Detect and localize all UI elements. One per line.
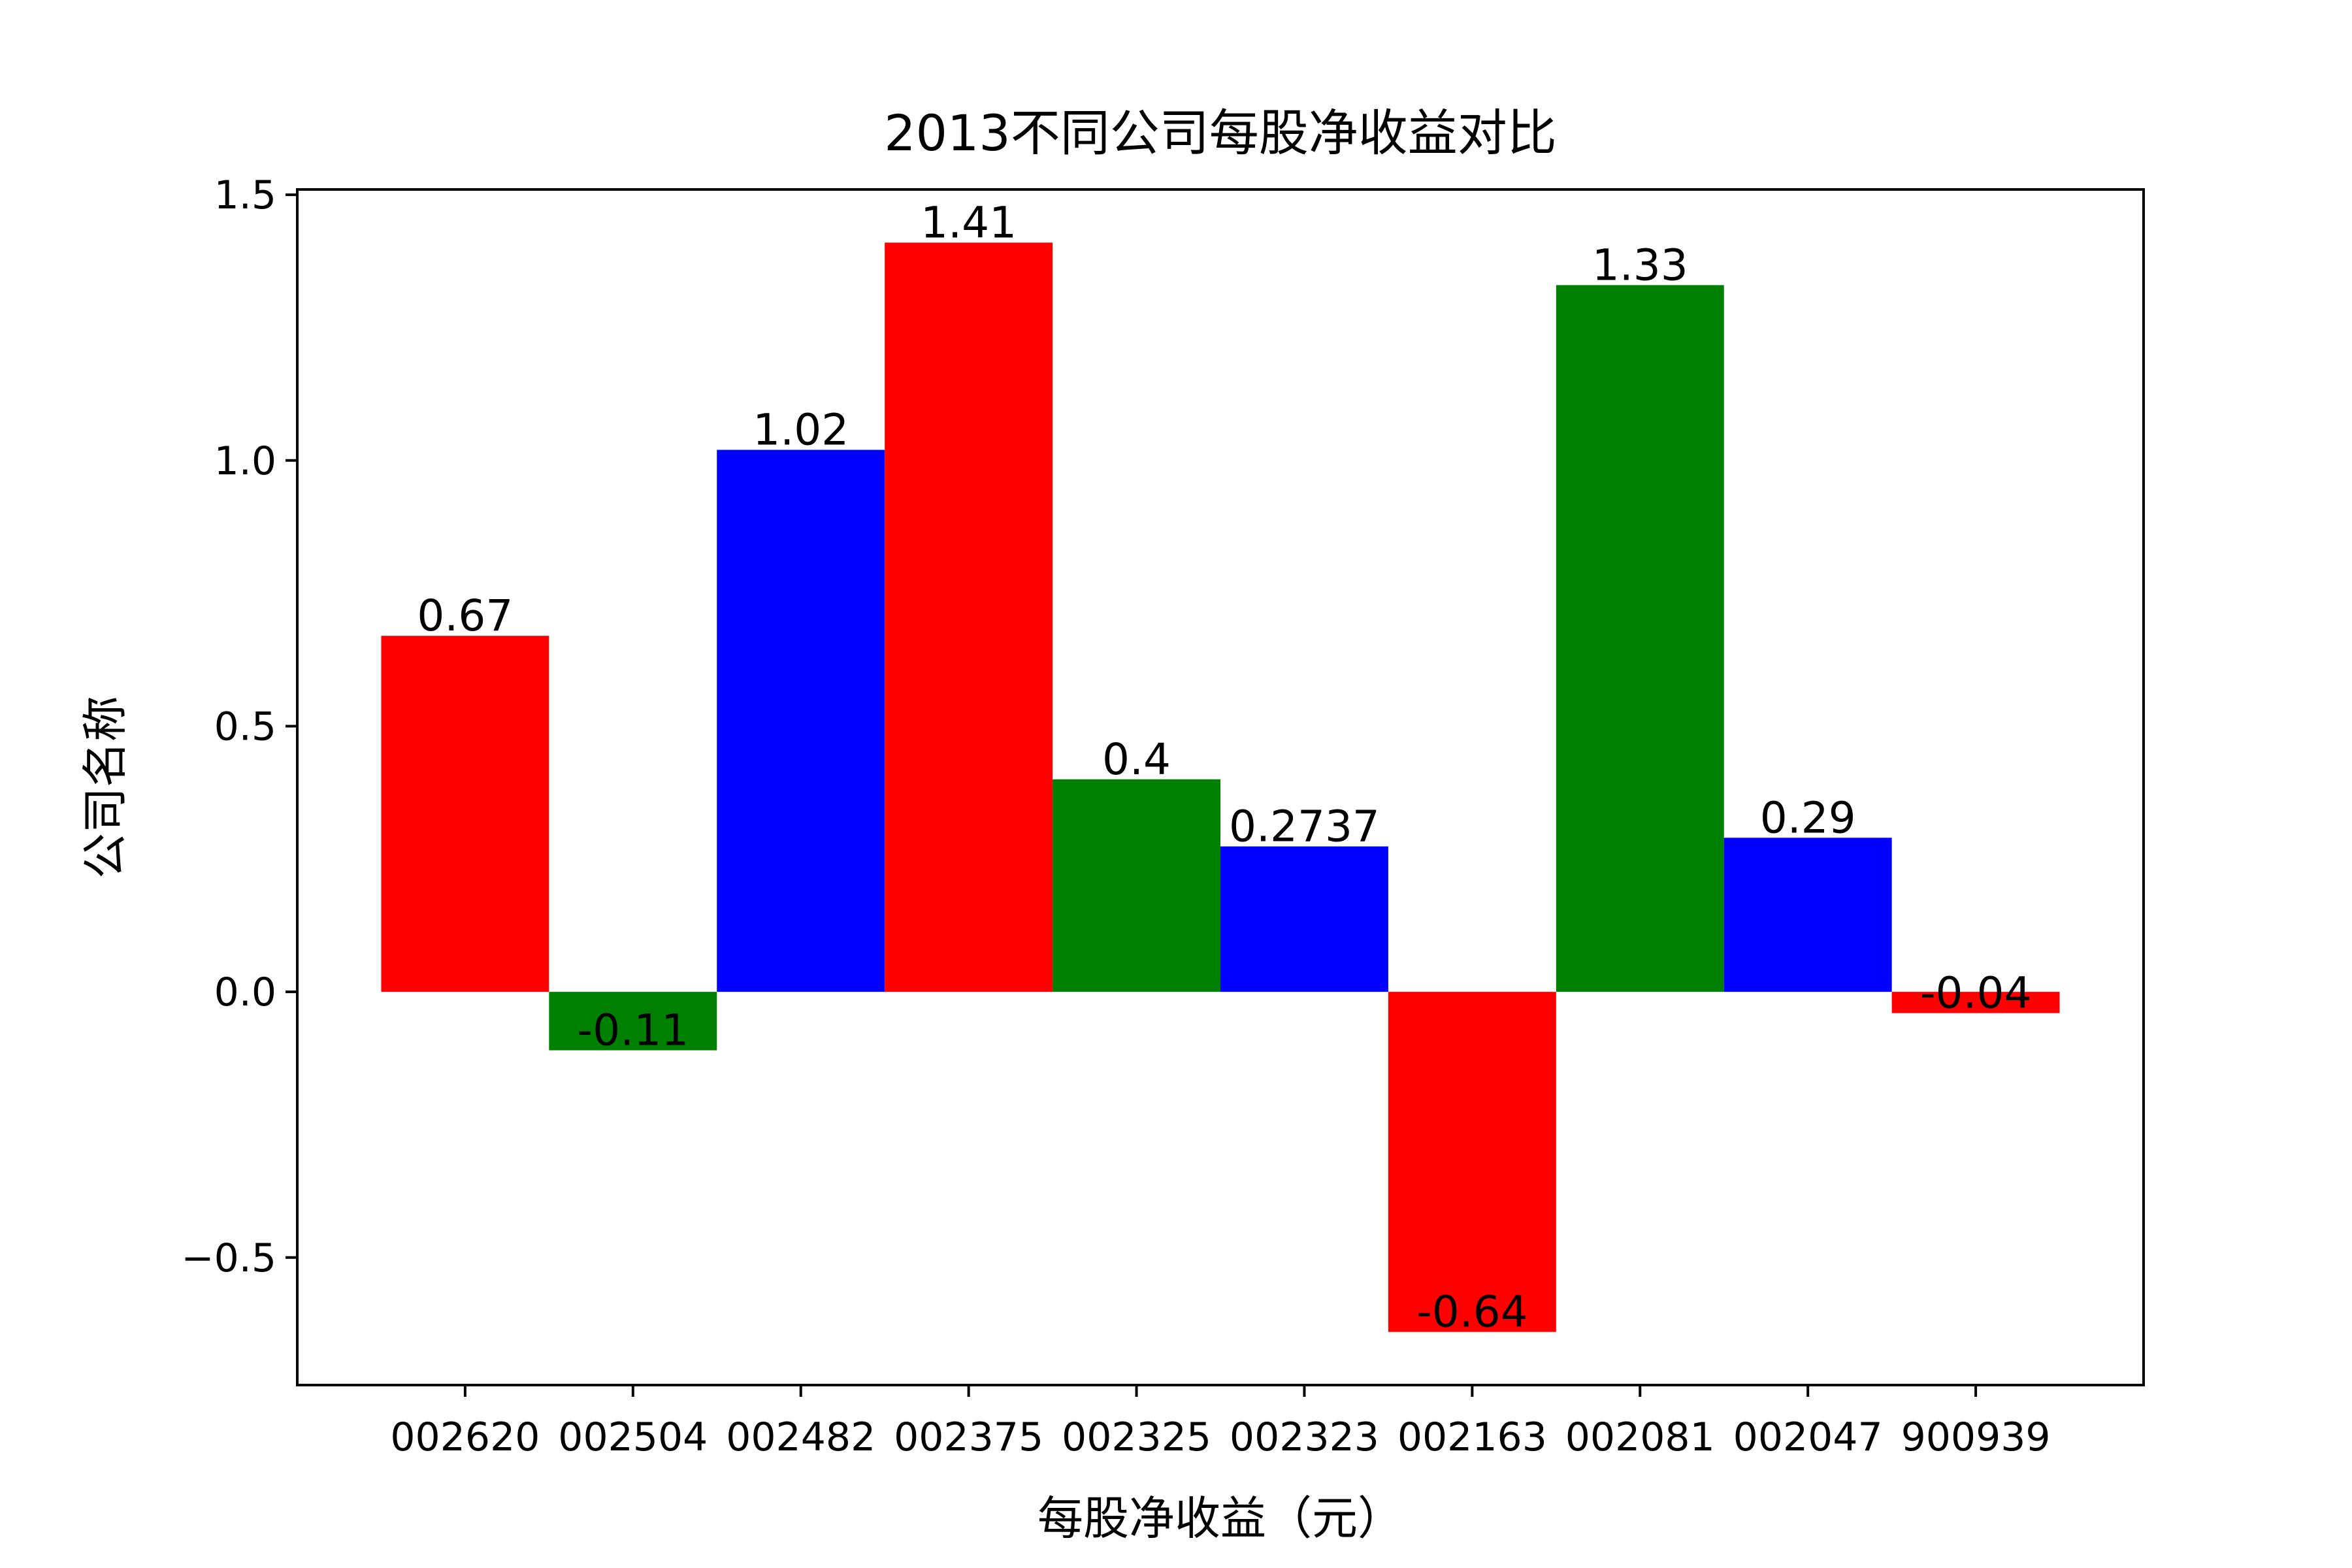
x-axis: 002620 002504 002482 002375 002325 002323 0021…	[390, 1385, 2051, 1460]
data-label-002375: 1.41	[921, 197, 1017, 248]
y-tick-label: 1.0	[214, 438, 276, 484]
x-tick-label: 002325	[1062, 1414, 1211, 1460]
data-label-002620: 0.67	[417, 591, 513, 641]
bar-002504	[549, 992, 717, 1051]
data-label-002325: 0.4	[1102, 734, 1171, 785]
data-label-002163: -0.64	[1416, 1287, 1528, 1337]
bar-002375	[885, 242, 1053, 992]
x-tick-label: 002081	[1565, 1414, 1715, 1460]
data-label-900939: -0.04	[1920, 968, 2032, 1019]
data-label-002081: 1.33	[1592, 240, 1688, 290]
x-axis-label: 每股净收益（元）	[1037, 1492, 1403, 1545]
y-tick-label: −0.5	[181, 1235, 276, 1281]
x-tick-label: 002163	[1397, 1414, 1547, 1460]
x-tick-label: 002375	[894, 1414, 1043, 1460]
data-label-002323: 0.2737	[1229, 802, 1380, 852]
y-axis-label: 公司名称	[78, 696, 132, 879]
chart-title: 2013不同公司每股净收益对比	[884, 104, 1556, 162]
bar-002163	[1388, 992, 1556, 1332]
data-label-002482: 1.02	[753, 405, 849, 455]
bar-002620	[381, 636, 549, 992]
y-tick-label: 0.5	[214, 704, 276, 749]
bar-002047	[1723, 838, 1892, 992]
x-tick-label: 002323	[1230, 1414, 1379, 1460]
data-label-002504: -0.11	[577, 1005, 689, 1056]
data-label-002047: 0.29	[1760, 792, 1856, 843]
x-tick-label: 002047	[1733, 1414, 1883, 1460]
x-tick-label: 002482	[726, 1414, 875, 1460]
y-tick-label: 1.5	[214, 172, 276, 218]
x-tick-label: 002504	[558, 1414, 708, 1460]
plot-area-frame	[296, 188, 2145, 1386]
bar-002482	[717, 449, 885, 992]
y-tick-label: 0.0	[214, 970, 276, 1015]
bar-900939	[1891, 992, 2060, 1013]
data-labels-group: 0.67 -0.11 1.02 1.41 0.4 0.2737 -0.64 1.33 0.29 -…	[417, 197, 2031, 1337]
bar-002081	[1556, 285, 1724, 992]
x-tick-label: 002620	[390, 1414, 540, 1460]
bar-002325	[1053, 779, 1220, 992]
bar-002323	[1220, 846, 1388, 992]
y-axis: −0.5 0.0 0.5 1.0 1.5	[181, 172, 297, 1281]
bars-group	[381, 242, 2060, 1332]
x-tick-label: 900939	[1901, 1414, 2051, 1460]
